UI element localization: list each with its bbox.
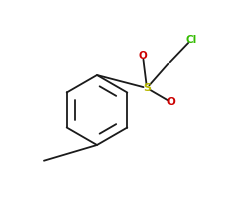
Text: O: O: [167, 97, 175, 107]
Text: S: S: [143, 83, 151, 93]
Text: O: O: [139, 51, 147, 61]
Text: Cl: Cl: [185, 35, 197, 45]
